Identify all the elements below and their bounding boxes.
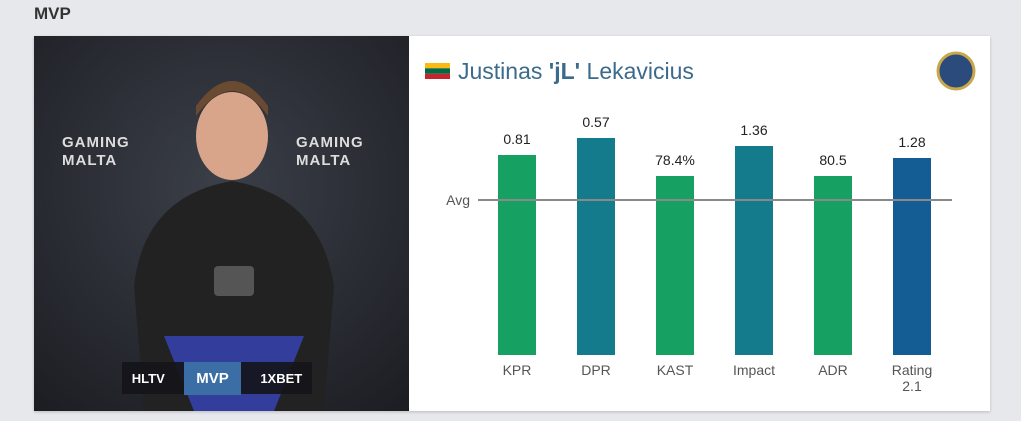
- category-label: KAST: [656, 362, 694, 378]
- last-name: Lekavicius: [586, 58, 694, 84]
- banner-text: 1XBET: [260, 370, 303, 386]
- banner-text: HLTV: [131, 370, 165, 386]
- bar: [577, 138, 615, 355]
- value-label: 80.5: [819, 152, 847, 168]
- category-label: Impact: [732, 362, 775, 378]
- backdrop-text: MALTA: [62, 152, 118, 169]
- category-label: KPR: [502, 362, 532, 378]
- flag: [425, 63, 450, 79]
- event-logo: [936, 51, 976, 91]
- player-name: Justinas 'jL' Lekavicius: [458, 58, 694, 85]
- nickname: 'jL': [548, 58, 581, 84]
- section-title: MVP: [34, 4, 71, 23]
- avg-line: [478, 199, 952, 201]
- bar: [656, 176, 694, 355]
- bar: [735, 146, 773, 355]
- category-label: Rating 2.1: [891, 362, 933, 394]
- value-label: 1.36: [740, 122, 768, 138]
- backdrop-text: GAMING: [296, 134, 364, 151]
- bar: [814, 176, 852, 355]
- value-label: 1.28: [898, 134, 926, 150]
- value-label: 0.81: [503, 131, 531, 147]
- player-photo: GAMING MALTA GAMING MALTA HLTV MVP 1XBET: [34, 36, 409, 411]
- category-label: ADR: [818, 362, 848, 378]
- value-label: 0.57: [582, 114, 610, 130]
- bar: [498, 155, 536, 355]
- first-name: Justinas: [458, 58, 543, 84]
- avg-label: Avg: [446, 192, 470, 208]
- backdrop-text: MALTA: [296, 152, 352, 169]
- mvp-banner: HLTV MVP 1XBET: [122, 361, 312, 395]
- banner-text: MVP: [184, 361, 241, 395]
- stats-chart: 0.81 KPR 0.57 DPR 78.4% KAST 1.36 Impact 80.5 ADR…: [34, 36, 990, 411]
- bar: [893, 158, 931, 355]
- value-label: 78.4%: [655, 152, 695, 168]
- category-label: DPR: [581, 362, 611, 378]
- backdrop-text: GAMING: [62, 134, 130, 151]
- mvp-card: GAMING MALTA GAMING MALTA HLTV MVP 1XBET…: [34, 36, 990, 411]
